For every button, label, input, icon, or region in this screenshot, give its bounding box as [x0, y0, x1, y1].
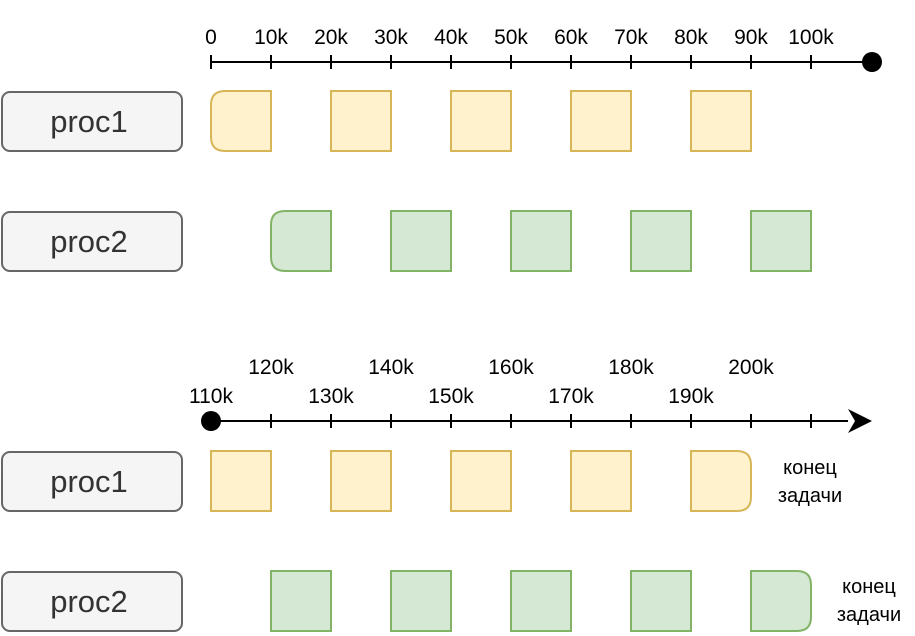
top-axis: 0 10k 20k 30k 40k 50k 60k 70k 80k 90k 100k — [205, 26, 882, 72]
bottom-proc1-end-note-line1: конец — [783, 457, 837, 479]
proc2-task-block — [630, 570, 692, 632]
top-axis-tick-label: 10k — [254, 26, 288, 49]
proc1-task-block — [690, 450, 752, 512]
top-axis-tick-label: 0 — [205, 26, 217, 49]
bottom-proc1-end-note-line2: задачи — [778, 485, 842, 507]
proc1-task-block — [210, 90, 272, 152]
top-axis-tick-label: 90k — [734, 26, 768, 49]
proc2-task-block — [750, 570, 812, 632]
top-axis-ticks: 0 10k 20k 30k 40k 50k 60k 70k 80k 90k 100k — [205, 26, 834, 69]
proc1-task-block — [690, 90, 752, 152]
top-axis-end-dot — [862, 52, 882, 72]
top-axis-tick-label: 20k — [314, 26, 348, 49]
proc1-task-block — [450, 90, 512, 152]
bottom-proc1-box — [1, 451, 183, 512]
bottom-proc1-row: proc1 конец задачи — [1, 450, 842, 512]
bottom-axis-ticks: 110k 130k 150k 170k 190k 120k 140k 160k 180k 200k — [189, 356, 812, 428]
bottom-proc2-tasks — [270, 570, 812, 632]
proc1-task-block — [330, 450, 392, 512]
proc2-task-block — [510, 570, 572, 632]
proc2-task-block — [630, 210, 692, 272]
proc1-task-block — [330, 90, 392, 152]
proc2-task-block — [390, 210, 452, 272]
proc2-task-block — [270, 210, 332, 272]
bottom-axis-tick-label: 130k — [308, 385, 354, 408]
top-axis-tick-label: 30k — [374, 26, 408, 49]
top-proc1-row: proc1 — [1, 90, 752, 152]
bottom-axis-tick-label: 150k — [428, 385, 474, 408]
top-proc1-box — [1, 91, 183, 152]
bottom-axis-tick-label: 110k — [189, 385, 233, 408]
bottom-axis-tick-label: 140k — [368, 356, 414, 379]
bottom-axis-start-dot — [201, 411, 221, 431]
top-proc1-tasks — [210, 90, 752, 152]
top-axis-tick-label: 80k — [674, 26, 708, 49]
bottom-axis-tick-label: 170k — [548, 385, 594, 408]
bottom-axis: 110k 130k 150k 170k 190k 120k 140k 160k 180k 200k — [189, 356, 872, 433]
top-proc1-label: proc1 — [50, 104, 128, 139]
bottom-proc2-end-note-line2: задачи — [837, 604, 901, 626]
top-axis-tick-label: 60k — [554, 26, 588, 49]
bottom-axis-tick-label: 180k — [608, 356, 654, 379]
bottom-proc2-box — [1, 571, 183, 632]
top-axis-tick-label: 50k — [494, 26, 528, 49]
proc1-task-block — [570, 450, 632, 512]
bottom-proc2-row: proc2 конец задачи — [1, 570, 901, 632]
proc2-task-block — [750, 210, 812, 272]
bottom-proc2-end-note-line1: конец — [842, 576, 896, 598]
bottom-proc1-label: proc1 — [50, 464, 128, 499]
top-axis-tick-label: 40k — [434, 26, 468, 49]
top-proc2-box — [1, 211, 183, 272]
top-proc2-label: proc2 — [50, 224, 128, 259]
proc1-task-block — [210, 450, 272, 512]
bottom-axis-tick-label: 160k — [488, 356, 534, 379]
bottom-axis-arrow-icon — [848, 409, 872, 433]
proc1-task-block — [450, 450, 512, 512]
top-axis-tick-label: 70k — [614, 26, 648, 49]
proc2-task-block — [270, 570, 332, 632]
proc2-task-block — [510, 210, 572, 272]
bottom-axis-tick-label: 190k — [668, 385, 714, 408]
proc2-task-block — [390, 570, 452, 632]
top-proc2-tasks — [270, 210, 812, 272]
bottom-proc1-tasks — [210, 450, 752, 512]
proc1-task-block — [570, 90, 632, 152]
bottom-proc2-label: proc2 — [50, 584, 128, 619]
bottom-axis-tick-label: 200k — [728, 356, 774, 379]
top-proc2-row: proc2 — [1, 210, 812, 272]
top-axis-tick-label: 100k — [788, 26, 834, 49]
bottom-axis-tick-label: 120k — [248, 356, 294, 379]
